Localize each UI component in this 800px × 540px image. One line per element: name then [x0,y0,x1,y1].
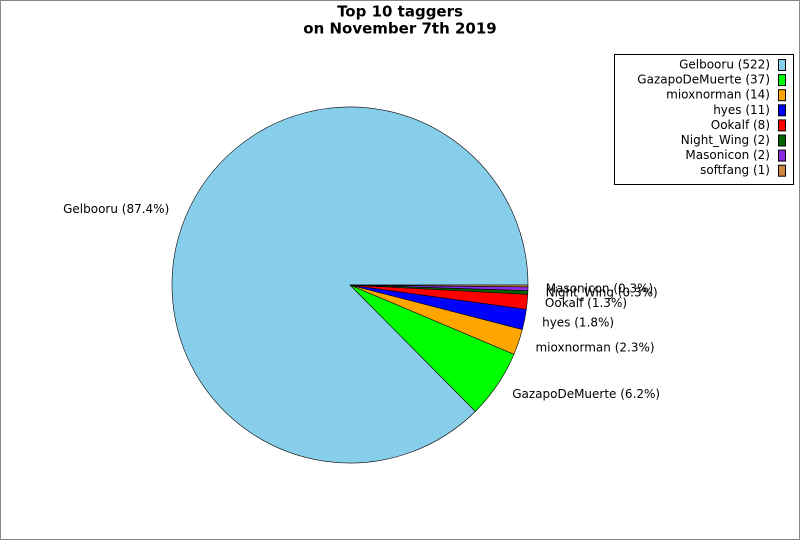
legend-swatch [778,119,786,132]
legend-swatch [778,149,786,162]
slice-label: Night_Wing (0.3%) [546,286,658,300]
legend: Gelbooru (522)GazapoDeMuerte (37)mioxnor… [637,58,786,177]
legend-box [614,54,794,185]
legend-label: Ookalf (8) [711,118,770,132]
legend-label: Night_Wing (2) [681,133,770,147]
legend-swatch [778,59,786,71]
legend-label: softfang (1) [700,163,770,177]
legend-label: GazapoDeMuerte (37) [637,73,770,87]
legend-label: Gelbooru (522) [679,58,770,72]
legend-swatch [778,104,786,117]
slice-label: Gelbooru (87.4%) [63,202,169,216]
chart-title: Top 10 taggers [337,3,463,21]
slice-label: Masonicon (0.3%) [546,282,653,296]
slice-label: hyes (1.8%) [542,315,614,329]
pie-slice [349,284,529,288]
legend-label: Masonicon (2) [685,148,770,162]
chart-subtitle: on November 7th 2019 [303,20,496,38]
legend-swatch [778,134,786,147]
legend-label: hyes (11) [713,103,770,117]
slice-label: GazapoDeMuerte (6.2%) [512,387,660,401]
slice-label: mioxnorman (2.3%) [535,340,654,354]
legend-label: mioxnorman (14) [666,88,770,102]
legend-swatch [778,164,786,177]
pie: Gelbooru (87.4%) GazapoDeMuerte (6.2%) mio… [63,106,660,464]
legend-swatch [778,89,786,102]
legend-swatch [778,74,786,87]
slice-label: Ookalf (1.3%) [545,296,627,310]
